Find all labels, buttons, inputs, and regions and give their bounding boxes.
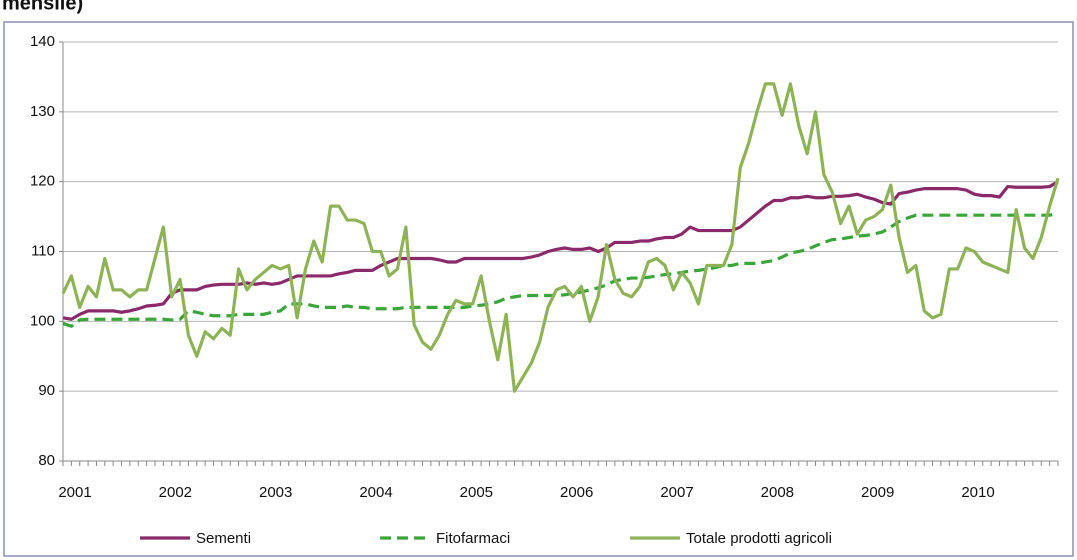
x-tick-label: 2008 [761,484,794,501]
legend-label: Totale prodotti agricoli [686,530,832,547]
series-line [62,211,1059,328]
series-line [61,82,1060,393]
x-tick-label: 2010 [961,484,994,501]
x-tick-label: 2001 [58,484,91,501]
x-tick-label: 2004 [359,484,392,501]
y-tick-label: 100 [30,312,55,329]
x-tick-label: 2006 [560,484,593,501]
legend-label: Sementi [196,530,251,547]
x-tick-label: 2009 [861,484,894,501]
chart-title: mensile) [2,0,83,14]
y-tick-label: 130 [30,103,55,120]
chart-frame [3,21,1074,557]
y-tick-label: 80 [38,452,55,469]
legend-label: Fitofarmaci [436,530,510,547]
x-tick-label: 2002 [159,484,192,501]
x-tick-label: 2005 [460,484,493,501]
y-tick-label: 110 [31,242,55,259]
x-tick-label: 2007 [660,484,693,501]
x-tick-label: 2003 [259,484,292,501]
y-tick-label: 140 [30,33,55,50]
y-tick-label: 120 [30,173,55,190]
y-tick-label: 90 [38,382,55,399]
